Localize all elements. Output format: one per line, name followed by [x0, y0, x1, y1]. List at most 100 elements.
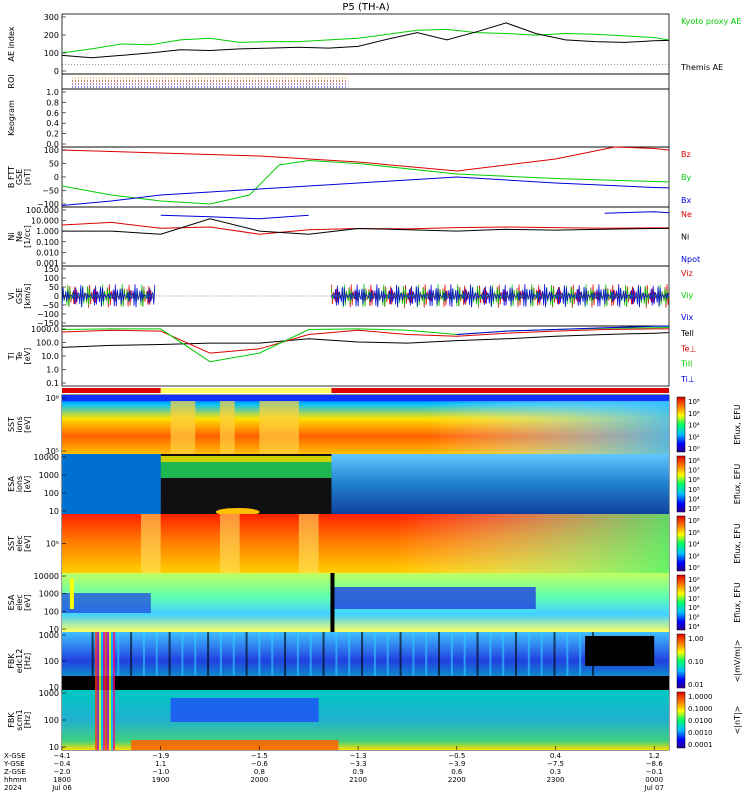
- y-axis-label-bfield: [nT]: [23, 169, 32, 185]
- time-axis-value: Jul 06: [51, 784, 72, 792]
- time-axis-value: −0.1: [646, 768, 663, 776]
- spectrogram-band: [130, 632, 133, 676]
- spectrogram-band: [97, 632, 99, 750]
- y-tick-label: 100: [44, 274, 59, 283]
- legend-label-bfield: Bz: [681, 150, 691, 159]
- y-tick-label: 10000: [34, 572, 59, 581]
- y-axis-label-sst_e: [eV]: [23, 535, 32, 552]
- y-axis-label-fbk_b: FBK: [7, 712, 16, 728]
- time-axis-value: 1.1: [155, 760, 166, 768]
- y-tick-label: 0.0: [46, 140, 59, 149]
- spectrogram-band: [140, 514, 161, 573]
- colorbar-tick-label: 10⁶: [688, 529, 700, 537]
- colorbar-tick-label: 10²: [688, 552, 700, 560]
- spectrogram-band: [399, 632, 402, 676]
- colorbar-tick-label: 0.0010: [688, 729, 713, 737]
- time-axis-value: Jul 07: [643, 784, 664, 792]
- y-tick-label: 0: [54, 292, 59, 301]
- colorbar-fbk_b: [676, 691, 686, 749]
- time-axis-value: −0.5: [448, 752, 465, 760]
- y-tick-label: 10: [49, 507, 59, 516]
- y-tick-label: 0: [54, 173, 59, 182]
- y-axis-label-temperature: Te: [15, 352, 24, 362]
- time-axis-row-label: Z-GSE: [4, 768, 26, 776]
- series-line-ae: [62, 28, 669, 54]
- spectrogram-band: [259, 401, 299, 454]
- y-tick-label: 0.8: [46, 98, 59, 107]
- spectrogram-band: [62, 593, 151, 613]
- time-axis-value: −2.0: [54, 768, 71, 776]
- y-tick-label: 10⁵: [46, 447, 59, 456]
- colorbar-tick-label: 10⁴: [688, 623, 700, 631]
- panel-frame-bfield: [61, 146, 670, 208]
- spectrogram-band: [331, 587, 536, 609]
- y-tick-label: 10.000: [31, 217, 59, 226]
- time-axis-value: −0.4: [54, 760, 72, 768]
- y-axis-label-temperature: [eV]: [23, 348, 32, 365]
- colorbar-esa_e: [676, 574, 686, 631]
- series-line-ae: [62, 22, 669, 59]
- spectrogram-band: [62, 395, 669, 401]
- y-tick-label: 100: [44, 607, 59, 616]
- y-tick-label: 0.010: [36, 248, 59, 257]
- y-axis-label-sst_i: ions: [15, 416, 24, 432]
- series-line-temperature: [62, 332, 669, 348]
- y-tick-label: 0.4: [46, 119, 59, 128]
- colorbar-tick-label: 10⁹: [688, 576, 700, 584]
- y-tick-label: 1000: [39, 471, 59, 480]
- spectrogram-band: [540, 632, 543, 676]
- time-axis-value: −1.3: [350, 752, 367, 760]
- y-axis-label-fbk_b: scm1: [15, 709, 24, 730]
- colorbar-tick-label: 10⁰: [688, 445, 700, 453]
- spectrogram-band: [476, 632, 479, 676]
- y-tick-label: 0.1: [46, 379, 59, 388]
- y-tick-label: 300: [44, 13, 59, 22]
- y-axis-label-fbk_b: [Hz]: [23, 712, 32, 728]
- series-line-density: [160, 211, 669, 220]
- spectrogram-band: [502, 632, 505, 676]
- spectrogram-band: [117, 632, 120, 676]
- colorbar-tick-label: 10⁶: [688, 410, 700, 418]
- colorbar-tick-label: 10⁵: [688, 486, 700, 494]
- colorbar-esa_i: [676, 455, 686, 513]
- colorbar-tick-label: 10⁷: [688, 467, 700, 475]
- time-axis-value: 2000: [250, 776, 268, 784]
- y-tick-label: 100: [44, 716, 59, 725]
- y-axis-label-velocity: GSE: [15, 288, 24, 304]
- time-axis-value: 2300: [547, 776, 565, 784]
- spectrogram-fade: [62, 395, 669, 454]
- y-axis-label-keogram: Keogram: [7, 100, 16, 136]
- colorbar-tick-label: 10⁸: [688, 457, 700, 465]
- spectrogram-band: [348, 632, 351, 676]
- legend-label-velocity: Viy: [681, 291, 694, 300]
- fast-survey-bar: [62, 388, 161, 393]
- colorbar-tick-label: 10⁷: [688, 595, 700, 603]
- y-axis-label-esa_e: [eV]: [23, 594, 32, 611]
- time-axis-value: 1900: [152, 776, 170, 784]
- colorbar-label: <|nT|>: [733, 706, 742, 735]
- y-axis-label-esa_i: ESA: [7, 476, 16, 492]
- y-tick-label: −150: [37, 319, 59, 328]
- y-axis-label-esa_e: ESA: [7, 594, 16, 610]
- y-tick-label: 150: [44, 265, 59, 274]
- y-tick-label: 0: [54, 67, 59, 76]
- time-axis-value: −1.5: [251, 752, 268, 760]
- y-tick-label: 1.0: [46, 88, 59, 97]
- spectrogram-band: [296, 632, 299, 676]
- spectrogram-band: [103, 632, 105, 750]
- colorbar-tick-label: 10⁸: [688, 398, 700, 406]
- spectrogram-band: [69, 579, 74, 609]
- y-tick-label: 10000: [34, 453, 59, 462]
- y-tick-label: 10⁵: [46, 540, 59, 549]
- legend-label-temperature: Till: [680, 360, 692, 369]
- spectrogram-band: [553, 632, 556, 676]
- spectrogram-band: [284, 632, 287, 676]
- colorbar-tick-label: 0.1000: [688, 705, 713, 713]
- spectrogram-band: [579, 632, 582, 676]
- y-tick-label: 1.000: [36, 227, 59, 236]
- fast-survey-bar: [331, 388, 669, 393]
- spectrogram-band: [322, 632, 325, 676]
- y-tick-label: −100: [37, 310, 59, 319]
- spectrogram-band: [585, 636, 655, 666]
- panel-frame-keogram: [61, 88, 670, 148]
